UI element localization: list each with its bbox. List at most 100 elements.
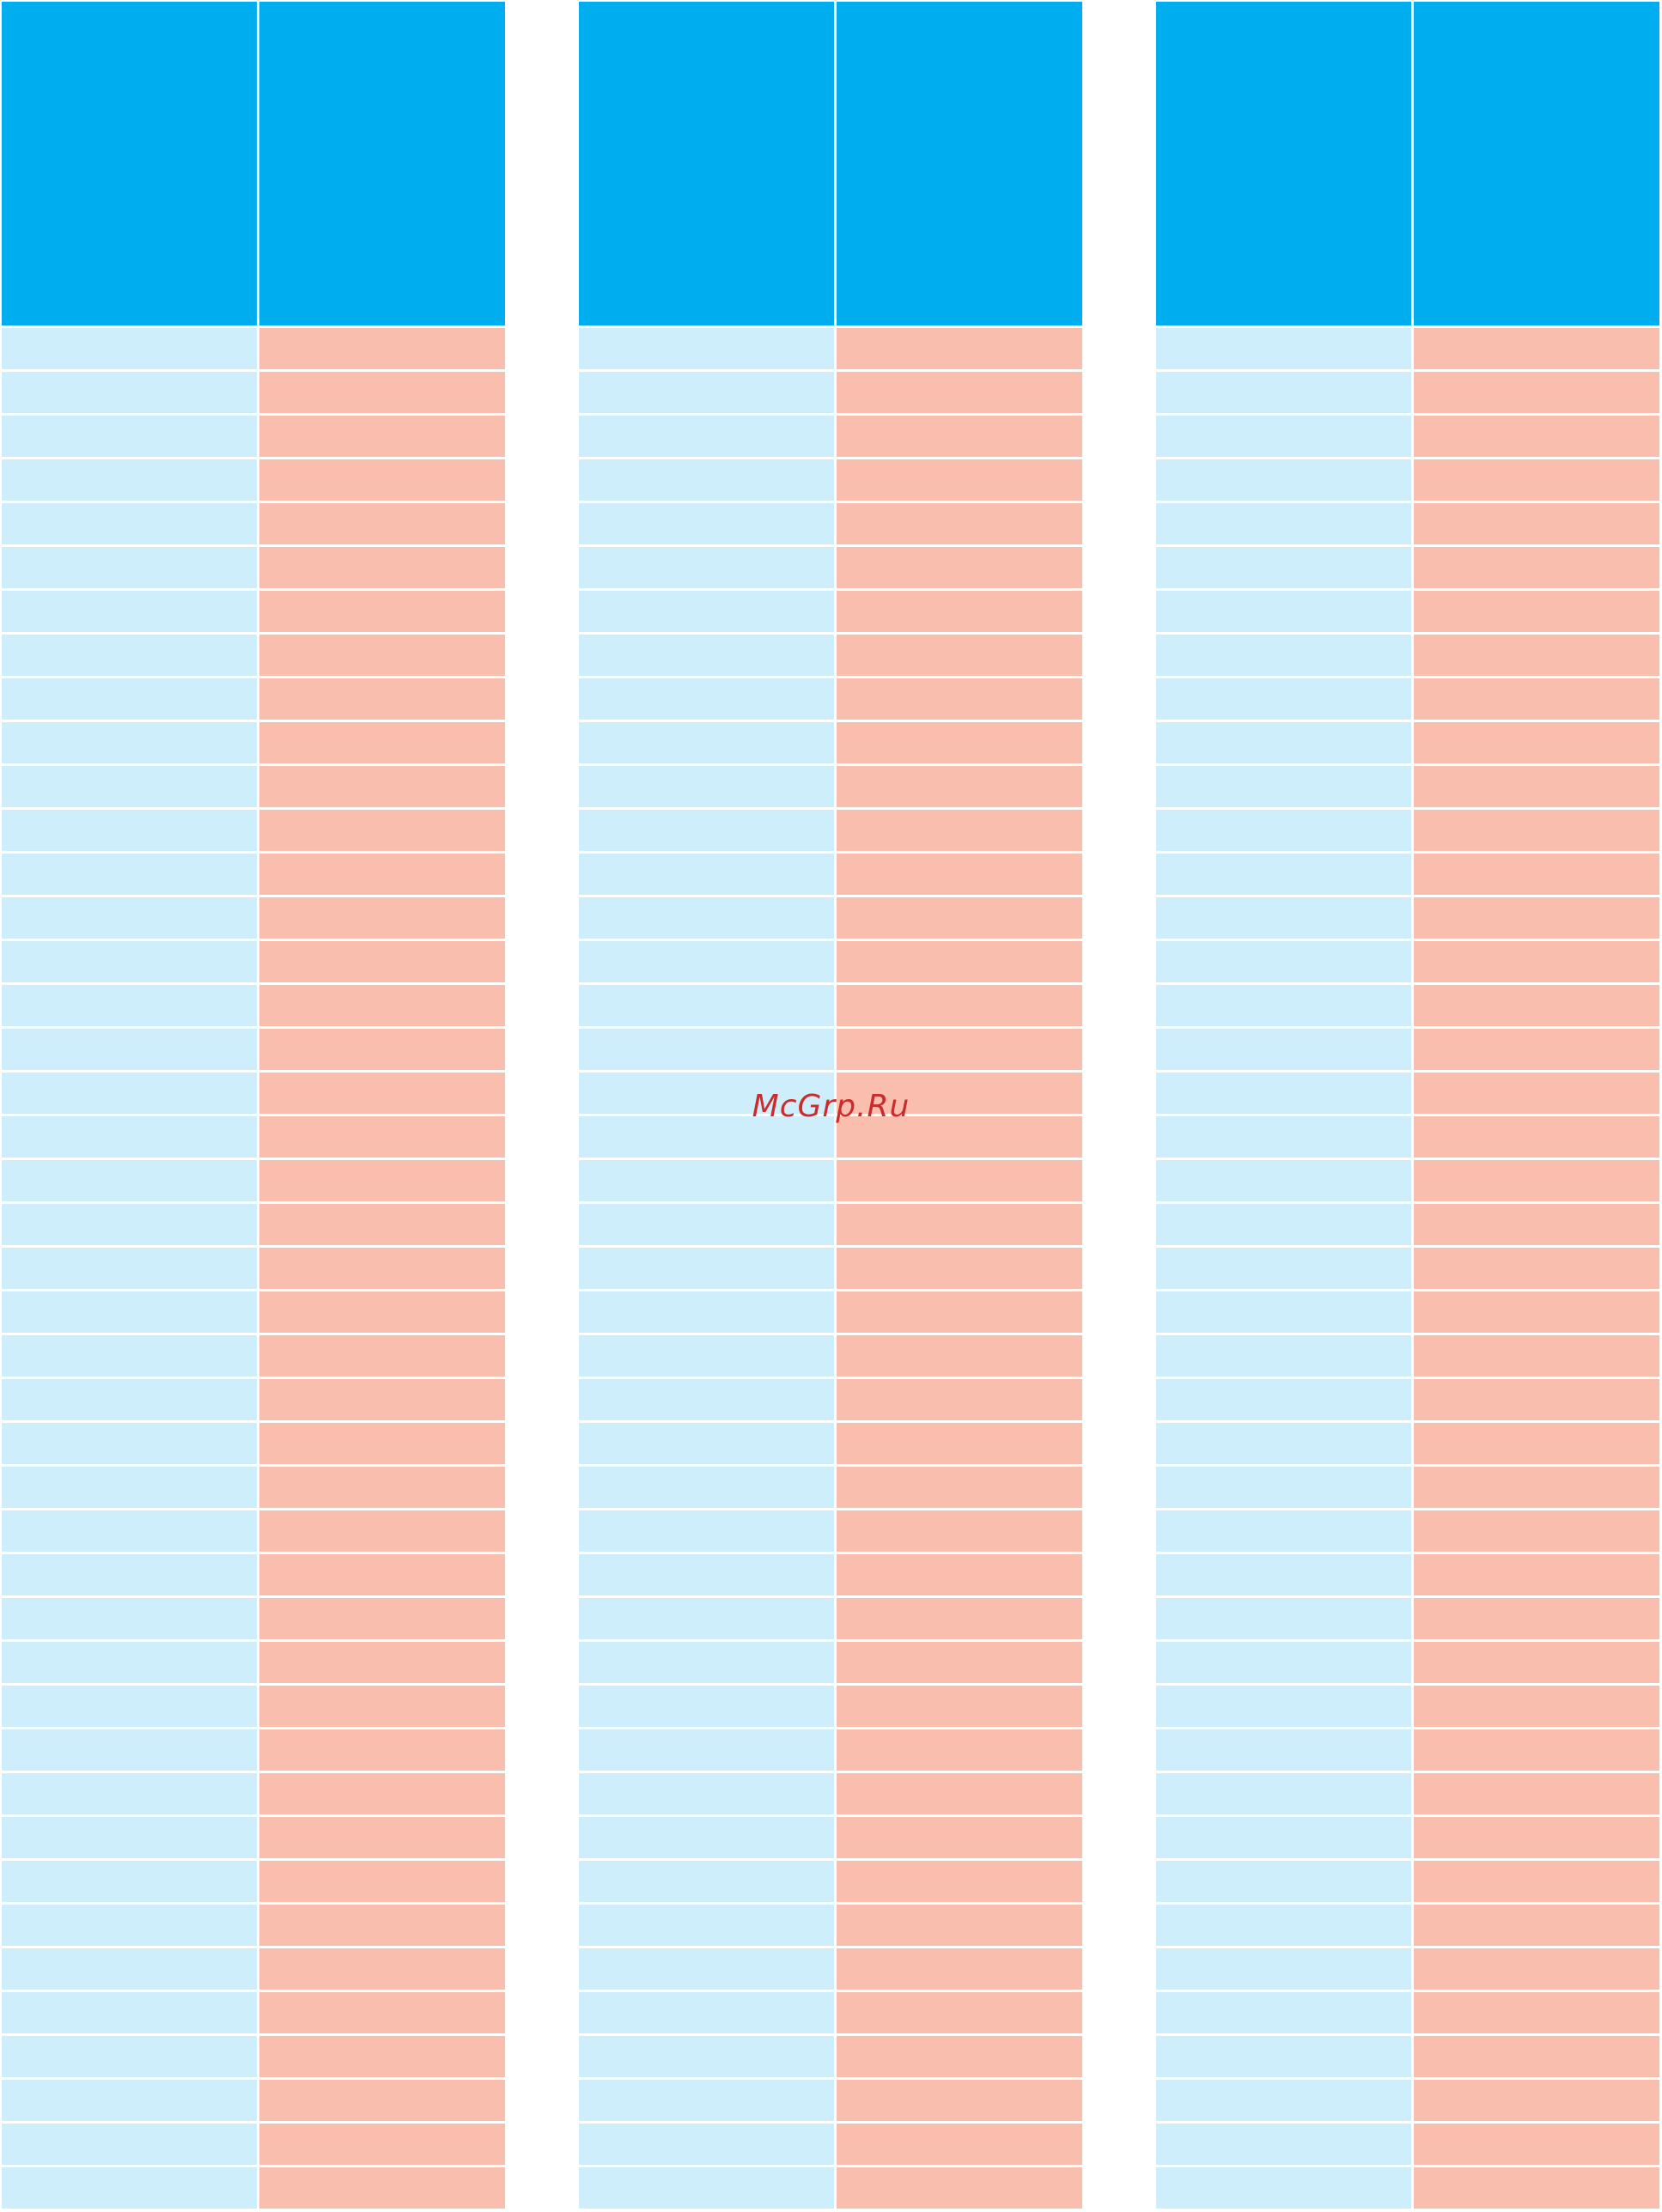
table-cell-left (579, 941, 834, 982)
table-cell-left (1156, 2167, 1411, 2209)
table-cell-left (1156, 1160, 1411, 1201)
table-cell-left (579, 1948, 834, 1990)
table-cell-right (837, 2167, 1082, 2209)
table-cell-left (579, 1423, 834, 1464)
table-cell-right (259, 1116, 505, 1158)
table-cell-left (579, 985, 834, 1026)
table-cell-right (837, 1073, 1082, 1114)
table-cell-right (837, 1029, 1082, 1070)
table-cell-left (579, 1905, 834, 1946)
table-cell-right (837, 416, 1082, 457)
table-cell-left (2, 897, 257, 939)
table-cell-left (579, 1379, 834, 1420)
table-cell-left (1156, 1510, 1411, 1552)
table-cell-right (837, 1510, 1082, 1552)
table-cell-left (1156, 722, 1411, 763)
table-cell-left (1156, 1073, 1411, 1114)
table-cell-left (1156, 1029, 1411, 1070)
table-cell-left (2, 985, 257, 1026)
table-cell-left (2, 2036, 257, 2077)
table-cell-right (1414, 810, 1659, 851)
table-cell-right (837, 1773, 1082, 1814)
table-cell-right (1414, 1116, 1659, 1158)
table-cell-left (1156, 1335, 1411, 1376)
table-cell-left (579, 1248, 834, 1289)
table-cell-right (259, 1248, 505, 1289)
table-cell-right (837, 1379, 1082, 1420)
table-cell-right (1414, 2124, 1659, 2165)
table-cell-right (1414, 1335, 1659, 1376)
table-cell-left (579, 1642, 834, 1683)
table-cell-right (1414, 328, 1659, 369)
table-cell-right (1414, 722, 1659, 763)
table-cell-right (1414, 1686, 1659, 1727)
table-cell-left (579, 766, 834, 807)
table-cell-left (579, 1817, 834, 1858)
table-cell-left (579, 678, 834, 720)
table-cell-left (1156, 810, 1411, 851)
table-cell-left (579, 2124, 834, 2165)
table-cell-left (579, 328, 834, 369)
table-cell-right (259, 1467, 505, 1508)
table-cell-left (2, 2124, 257, 2165)
table-cell-left (2, 1861, 257, 1902)
table-cell-left (2, 1510, 257, 1552)
table-cell-left (1156, 1773, 1411, 1814)
table-cell-left (579, 372, 834, 413)
table-cell-left (1156, 328, 1411, 369)
table-3 (1156, 2, 1659, 2211)
table-cell-right (1414, 1160, 1659, 1201)
table-cell-left (2, 766, 257, 807)
table-cell-right (837, 1598, 1082, 1639)
table-cell-right (837, 810, 1082, 851)
table-cell-left (1156, 2036, 1411, 2077)
table-cell-right (259, 854, 505, 895)
table-cell-right (837, 1248, 1082, 1289)
table-cell-right (1414, 1029, 1659, 1070)
table-cell-left (579, 1291, 834, 1333)
table-cell-left (2, 1335, 257, 1376)
table-cell-right (837, 1992, 1082, 2033)
table-cell-left (1156, 985, 1411, 1026)
table-cell-left (2, 678, 257, 720)
table-cell-left (1156, 416, 1411, 457)
table-cell-left (579, 1029, 834, 1070)
table-cell-right (1414, 941, 1659, 982)
table-cell-right (1414, 635, 1659, 676)
table-cell-left (2, 1160, 257, 1201)
table-cell-left (579, 1204, 834, 1245)
table-cell-right (1414, 897, 1659, 939)
table-cell-right (259, 635, 505, 676)
table-cell-right (837, 722, 1082, 763)
table-cell-right (1414, 416, 1659, 457)
table-cell-left (2, 2167, 257, 2209)
table-cell-right (259, 1642, 505, 1683)
table-cell-left (2, 416, 257, 457)
table-cell-left (1156, 2124, 1411, 2165)
table-cell-right (1414, 503, 1659, 544)
table-cell-right (259, 1554, 505, 1595)
table-cell-left (2, 1467, 257, 1508)
table-cell-right (1414, 2080, 1659, 2121)
table-cell-left (1156, 591, 1411, 632)
table-cell-left (2, 503, 257, 544)
table-cell-right (1414, 766, 1659, 807)
table-cell-right (1414, 547, 1659, 588)
table-cell-right (837, 1204, 1082, 1245)
table-cell-right (1414, 2167, 1659, 2209)
table-cell-left (579, 635, 834, 676)
table-cell-right (1414, 1861, 1659, 1902)
table-cell-left (1156, 897, 1411, 939)
table-cell-left (579, 591, 834, 632)
table-cell-left (579, 810, 834, 851)
table-cell-left (1156, 1861, 1411, 1902)
table-cell-right (1414, 678, 1659, 720)
table-cell-right (837, 328, 1082, 369)
table-cell-left (1156, 1642, 1411, 1683)
table-cell-left (2, 1598, 257, 1639)
table-cell-right (259, 2167, 505, 2209)
table-cell-right (259, 1817, 505, 1858)
table-cell-right (837, 2124, 1082, 2165)
table-cell-left (2, 1248, 257, 1289)
table-cell-left (2, 635, 257, 676)
